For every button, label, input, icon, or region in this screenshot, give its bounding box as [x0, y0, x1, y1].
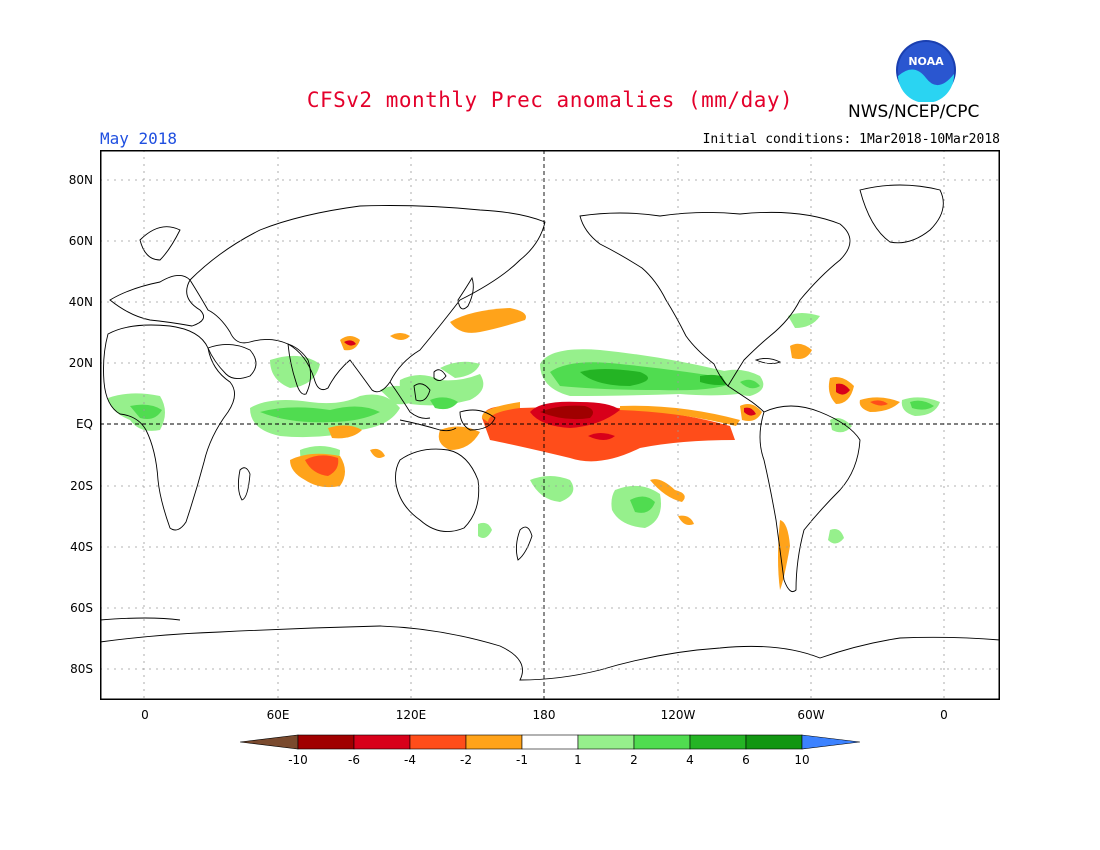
graticule [100, 150, 1000, 700]
lon-label: 120W [660, 708, 696, 722]
legend-swatch [409, 734, 467, 750]
legend-swatch [577, 734, 635, 750]
legend-label: 1 [574, 753, 582, 767]
anomaly-shading [108, 308, 940, 590]
lat-label: 80N [68, 173, 93, 187]
lon-label: 0 [940, 708, 948, 722]
legend-label: -2 [460, 753, 472, 767]
lat-label: 20S [70, 479, 93, 493]
legend-label: -10 [288, 753, 308, 767]
noaa-logo: NOAA [896, 40, 956, 102]
forecast-month: May 2018 [100, 129, 178, 148]
legend-swatch-max [801, 734, 860, 750]
legend-label: 4 [686, 753, 694, 767]
legend-swatch-min [240, 734, 299, 750]
lat-label: 20N [68, 356, 93, 370]
lat-label: EQ [75, 417, 93, 431]
legend-swatch [465, 734, 523, 750]
legend-label: 10 [794, 753, 810, 767]
legend-label: -1 [516, 753, 528, 767]
legend-label: 2 [630, 753, 638, 767]
legend-swatch [297, 734, 355, 750]
legend-swatch [521, 734, 579, 750]
lat-label: 60N [68, 234, 93, 248]
reference-lines [100, 150, 1000, 700]
lon-label: 0 [141, 708, 149, 722]
legend-label: 6 [742, 753, 750, 767]
lat-label: 80S [70, 662, 93, 676]
precip-anomaly-map [100, 150, 1000, 700]
legend-label: -4 [404, 753, 416, 767]
organization-label: NWS/NCEP/CPC [848, 102, 980, 122]
noaa-logo-text: NOAA [908, 55, 944, 68]
lat-label: 60S [70, 601, 93, 615]
color-legend [240, 734, 860, 750]
initial-conditions: Initial conditions: 1Mar2018-10Mar2018 [702, 132, 1000, 147]
legend-label: -6 [348, 753, 360, 767]
lon-label: 180 [532, 708, 556, 722]
legend-swatch [353, 734, 411, 750]
lon-label: 60W [797, 708, 825, 722]
legend-swatch [745, 734, 803, 750]
lon-label: 60E [266, 708, 290, 722]
legend-swatch [689, 734, 747, 750]
legend-swatch [633, 734, 691, 750]
chart-title: CFSv2 monthly Prec anomalies (mm/day) [306, 88, 794, 112]
coastlines [100, 184, 1000, 681]
lon-label: 120E [395, 708, 427, 722]
lat-label: 40S [70, 540, 93, 554]
lat-label: 40N [68, 295, 93, 309]
